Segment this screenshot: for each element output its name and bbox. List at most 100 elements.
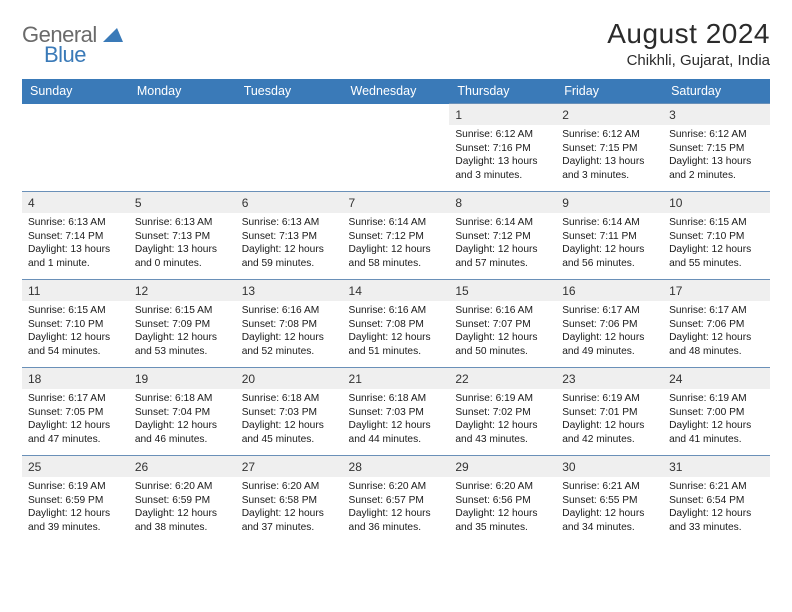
day-number: 26 bbox=[129, 456, 236, 477]
day-cell: 14Sunrise: 6:16 AMSunset: 7:08 PMDayligh… bbox=[343, 280, 450, 368]
day-cell: 30Sunrise: 6:21 AMSunset: 6:55 PMDayligh… bbox=[556, 456, 663, 544]
day-number: 11 bbox=[22, 280, 129, 301]
day-cell: 16Sunrise: 6:17 AMSunset: 7:06 PMDayligh… bbox=[556, 280, 663, 368]
day-cell: 5Sunrise: 6:13 AMSunset: 7:13 PMDaylight… bbox=[129, 192, 236, 280]
day-number: 31 bbox=[663, 456, 770, 477]
day-info: Sunrise: 6:16 AMSunset: 7:07 PMDaylight:… bbox=[455, 303, 550, 358]
day-cell: 15Sunrise: 6:16 AMSunset: 7:07 PMDayligh… bbox=[449, 280, 556, 368]
day-number: 27 bbox=[236, 456, 343, 477]
day-info: Sunrise: 6:19 AMSunset: 6:59 PMDaylight:… bbox=[28, 479, 123, 534]
day-cell: 6Sunrise: 6:13 AMSunset: 7:13 PMDaylight… bbox=[236, 192, 343, 280]
day-number: 22 bbox=[449, 368, 556, 389]
day-cell: 4Sunrise: 6:13 AMSunset: 7:14 PMDaylight… bbox=[22, 192, 129, 280]
day-number: 4 bbox=[22, 192, 129, 213]
day-info: Sunrise: 6:12 AMSunset: 7:16 PMDaylight:… bbox=[455, 127, 550, 182]
day-info: Sunrise: 6:19 AMSunset: 7:00 PMDaylight:… bbox=[669, 391, 764, 446]
day-info: Sunrise: 6:14 AMSunset: 7:12 PMDaylight:… bbox=[349, 215, 444, 270]
week-row: 18Sunrise: 6:17 AMSunset: 7:05 PMDayligh… bbox=[22, 368, 770, 456]
day-info: Sunrise: 6:13 AMSunset: 7:13 PMDaylight:… bbox=[135, 215, 230, 270]
day-cell: 10Sunrise: 6:15 AMSunset: 7:10 PMDayligh… bbox=[663, 192, 770, 280]
day-info: Sunrise: 6:16 AMSunset: 7:08 PMDaylight:… bbox=[349, 303, 444, 358]
week-row: 11Sunrise: 6:15 AMSunset: 7:10 PMDayligh… bbox=[22, 280, 770, 368]
day-number: 28 bbox=[343, 456, 450, 477]
day-number: 24 bbox=[663, 368, 770, 389]
day-cell: 11Sunrise: 6:15 AMSunset: 7:10 PMDayligh… bbox=[22, 280, 129, 368]
day-info: Sunrise: 6:21 AMSunset: 6:54 PMDaylight:… bbox=[669, 479, 764, 534]
day-cell bbox=[129, 104, 236, 192]
day-cell: 26Sunrise: 6:20 AMSunset: 6:59 PMDayligh… bbox=[129, 456, 236, 544]
day-number: 29 bbox=[449, 456, 556, 477]
day-number: 30 bbox=[556, 456, 663, 477]
day-info: Sunrise: 6:18 AMSunset: 7:03 PMDaylight:… bbox=[349, 391, 444, 446]
day-cell: 20Sunrise: 6:18 AMSunset: 7:03 PMDayligh… bbox=[236, 368, 343, 456]
day-number: 5 bbox=[129, 192, 236, 213]
day-header: Saturday bbox=[663, 79, 770, 104]
day-cell bbox=[22, 104, 129, 192]
day-cell: 22Sunrise: 6:19 AMSunset: 7:02 PMDayligh… bbox=[449, 368, 556, 456]
day-number: 21 bbox=[343, 368, 450, 389]
logo-triangle-icon bbox=[103, 28, 123, 42]
day-number: 9 bbox=[556, 192, 663, 213]
day-number: 16 bbox=[556, 280, 663, 301]
day-header: Friday bbox=[556, 79, 663, 104]
day-info: Sunrise: 6:13 AMSunset: 7:14 PMDaylight:… bbox=[28, 215, 123, 270]
day-info: Sunrise: 6:20 AMSunset: 6:58 PMDaylight:… bbox=[242, 479, 337, 534]
week-row: 1Sunrise: 6:12 AMSunset: 7:16 PMDaylight… bbox=[22, 104, 770, 192]
day-cell: 2Sunrise: 6:12 AMSunset: 7:15 PMDaylight… bbox=[556, 104, 663, 192]
day-cell: 29Sunrise: 6:20 AMSunset: 6:56 PMDayligh… bbox=[449, 456, 556, 544]
day-cell: 31Sunrise: 6:21 AMSunset: 6:54 PMDayligh… bbox=[663, 456, 770, 544]
logo-text-blue: Blue bbox=[44, 42, 123, 68]
day-number: 17 bbox=[663, 280, 770, 301]
day-cell: 28Sunrise: 6:20 AMSunset: 6:57 PMDayligh… bbox=[343, 456, 450, 544]
week-row: 4Sunrise: 6:13 AMSunset: 7:14 PMDaylight… bbox=[22, 192, 770, 280]
day-cell: 21Sunrise: 6:18 AMSunset: 7:03 PMDayligh… bbox=[343, 368, 450, 456]
day-info: Sunrise: 6:20 AMSunset: 6:57 PMDaylight:… bbox=[349, 479, 444, 534]
day-header-row: Sunday Monday Tuesday Wednesday Thursday… bbox=[22, 79, 770, 104]
day-number: 1 bbox=[449, 104, 556, 125]
day-number: 15 bbox=[449, 280, 556, 301]
day-cell: 3Sunrise: 6:12 AMSunset: 7:15 PMDaylight… bbox=[663, 104, 770, 192]
logo: General Blue bbox=[22, 18, 123, 68]
day-info: Sunrise: 6:16 AMSunset: 7:08 PMDaylight:… bbox=[242, 303, 337, 358]
day-cell: 25Sunrise: 6:19 AMSunset: 6:59 PMDayligh… bbox=[22, 456, 129, 544]
day-info: Sunrise: 6:13 AMSunset: 7:13 PMDaylight:… bbox=[242, 215, 337, 270]
day-info: Sunrise: 6:18 AMSunset: 7:04 PMDaylight:… bbox=[135, 391, 230, 446]
day-header: Thursday bbox=[449, 79, 556, 104]
day-header: Monday bbox=[129, 79, 236, 104]
day-number: 12 bbox=[129, 280, 236, 301]
day-cell: 24Sunrise: 6:19 AMSunset: 7:00 PMDayligh… bbox=[663, 368, 770, 456]
day-cell bbox=[236, 104, 343, 192]
day-number: 18 bbox=[22, 368, 129, 389]
day-cell: 9Sunrise: 6:14 AMSunset: 7:11 PMDaylight… bbox=[556, 192, 663, 280]
page-title: August 2024 bbox=[607, 18, 770, 50]
day-number: 6 bbox=[236, 192, 343, 213]
day-number: 3 bbox=[663, 104, 770, 125]
day-info: Sunrise: 6:14 AMSunset: 7:11 PMDaylight:… bbox=[562, 215, 657, 270]
day-number: 7 bbox=[343, 192, 450, 213]
day-cell: 7Sunrise: 6:14 AMSunset: 7:12 PMDaylight… bbox=[343, 192, 450, 280]
day-info: Sunrise: 6:15 AMSunset: 7:09 PMDaylight:… bbox=[135, 303, 230, 358]
day-cell: 8Sunrise: 6:14 AMSunset: 7:12 PMDaylight… bbox=[449, 192, 556, 280]
day-header: Tuesday bbox=[236, 79, 343, 104]
day-info: Sunrise: 6:15 AMSunset: 7:10 PMDaylight:… bbox=[28, 303, 123, 358]
day-cell: 19Sunrise: 6:18 AMSunset: 7:04 PMDayligh… bbox=[129, 368, 236, 456]
day-info: Sunrise: 6:12 AMSunset: 7:15 PMDaylight:… bbox=[669, 127, 764, 182]
day-number: 20 bbox=[236, 368, 343, 389]
day-number: 2 bbox=[556, 104, 663, 125]
day-cell: 13Sunrise: 6:16 AMSunset: 7:08 PMDayligh… bbox=[236, 280, 343, 368]
day-cell: 12Sunrise: 6:15 AMSunset: 7:09 PMDayligh… bbox=[129, 280, 236, 368]
day-info: Sunrise: 6:20 AMSunset: 6:59 PMDaylight:… bbox=[135, 479, 230, 534]
day-info: Sunrise: 6:19 AMSunset: 7:02 PMDaylight:… bbox=[455, 391, 550, 446]
day-cell: 27Sunrise: 6:20 AMSunset: 6:58 PMDayligh… bbox=[236, 456, 343, 544]
week-row: 25Sunrise: 6:19 AMSunset: 6:59 PMDayligh… bbox=[22, 456, 770, 544]
day-info: Sunrise: 6:19 AMSunset: 7:01 PMDaylight:… bbox=[562, 391, 657, 446]
calendar-table: Sunday Monday Tuesday Wednesday Thursday… bbox=[22, 79, 770, 544]
header-right: August 2024 Chikhli, Gujarat, India bbox=[607, 18, 770, 69]
day-number: 10 bbox=[663, 192, 770, 213]
day-cell: 17Sunrise: 6:17 AMSunset: 7:06 PMDayligh… bbox=[663, 280, 770, 368]
day-info: Sunrise: 6:14 AMSunset: 7:12 PMDaylight:… bbox=[455, 215, 550, 270]
day-info: Sunrise: 6:20 AMSunset: 6:56 PMDaylight:… bbox=[455, 479, 550, 534]
header: General Blue August 2024 Chikhli, Gujara… bbox=[22, 18, 770, 69]
day-info: Sunrise: 6:15 AMSunset: 7:10 PMDaylight:… bbox=[669, 215, 764, 270]
day-info: Sunrise: 6:21 AMSunset: 6:55 PMDaylight:… bbox=[562, 479, 657, 534]
